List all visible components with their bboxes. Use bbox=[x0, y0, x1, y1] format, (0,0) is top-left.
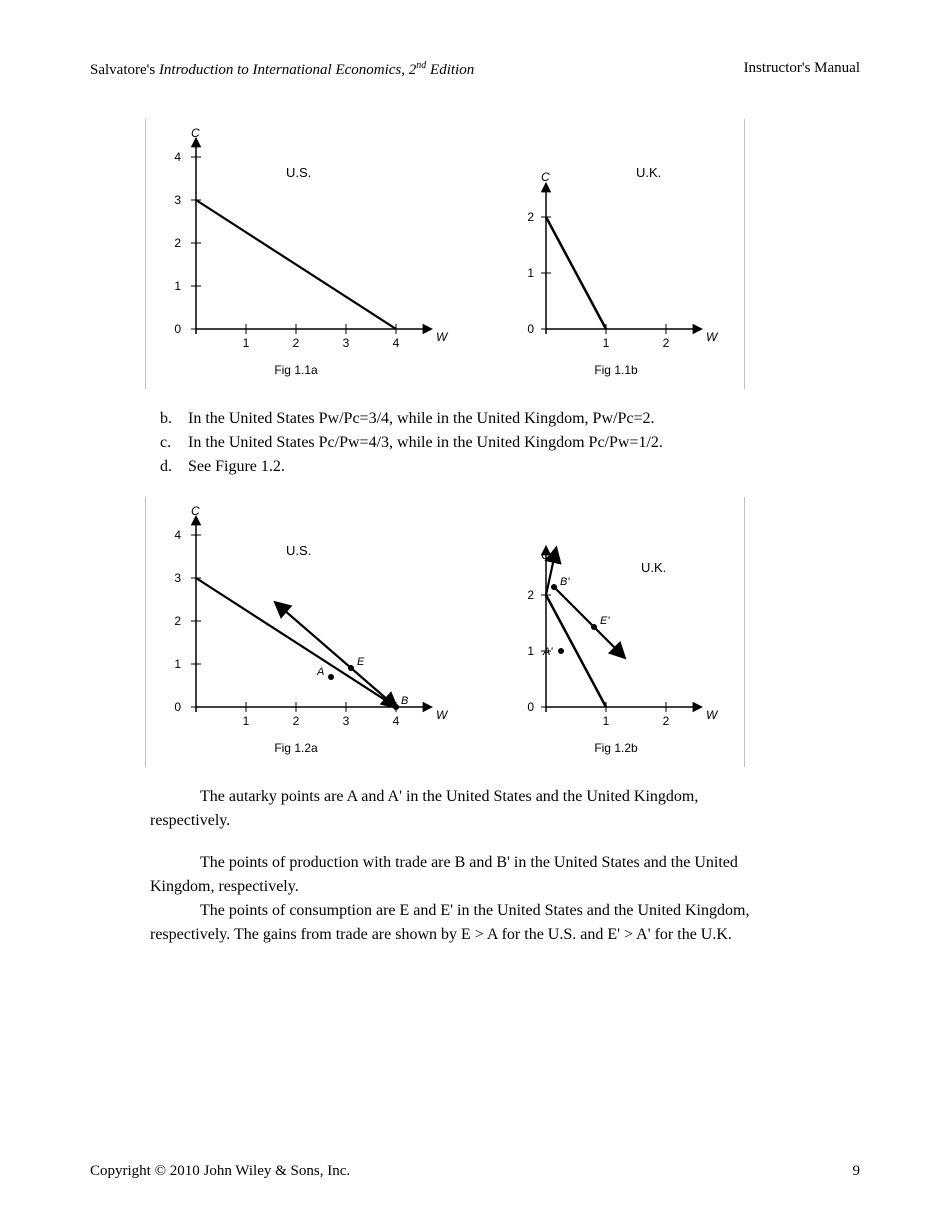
fig2a-caption: Fig 1.2a bbox=[274, 741, 318, 755]
paragraph-2-line2: Kingdom, respectively. bbox=[150, 875, 860, 899]
svg-text:W: W bbox=[706, 708, 719, 722]
answer-list: b. In the United States Pw/Pc=3/4, while… bbox=[160, 407, 860, 479]
svg-text:B': B' bbox=[560, 576, 570, 588]
paragraph-1-line2: respectively. bbox=[150, 809, 860, 833]
svg-text:2: 2 bbox=[293, 336, 300, 350]
fig1a-title: U.S. bbox=[286, 165, 311, 180]
list-text-b: In the United States Pw/Pc=3/4, while in… bbox=[188, 407, 654, 431]
svg-text:1: 1 bbox=[603, 336, 610, 350]
paragraph-3-line1: The points of consumption are E and E' i… bbox=[150, 899, 860, 923]
svg-text:W: W bbox=[436, 330, 449, 344]
fig1b-caption: Fig 1.1b bbox=[594, 363, 638, 377]
svg-text:2: 2 bbox=[663, 336, 670, 350]
footer-page-number: 9 bbox=[853, 1163, 861, 1180]
svg-text:2: 2 bbox=[174, 236, 181, 250]
list-item-b: b. In the United States Pw/Pc=3/4, while… bbox=[160, 407, 860, 431]
header-title-tail: Edition bbox=[426, 62, 474, 78]
list-letter-c: c. bbox=[160, 431, 188, 455]
svg-text:2: 2 bbox=[527, 210, 534, 224]
svg-text:A': A' bbox=[542, 646, 553, 658]
footer-copyright: Copyright © 2010 John Wiley & Sons, Inc. bbox=[90, 1163, 350, 1180]
svg-text:E': E' bbox=[600, 615, 610, 627]
fig1b-title: U.K. bbox=[636, 165, 661, 180]
page-footer: Copyright © 2010 John Wiley & Sons, Inc.… bbox=[90, 1163, 860, 1180]
svg-text:1: 1 bbox=[527, 644, 534, 658]
paragraph-3-line2: respectively. The gains from trade are s… bbox=[150, 923, 860, 947]
list-item-d: d. See Figure 1.2. bbox=[160, 455, 860, 479]
svg-text:3: 3 bbox=[343, 336, 350, 350]
header-title-sup: nd bbox=[416, 60, 426, 71]
header-title-italic: Introduction to International Economics,… bbox=[159, 62, 416, 78]
figure-1-svg: 0 1 2 3 4 1 2 3 4 C W U bbox=[146, 119, 746, 389]
svg-text:1: 1 bbox=[603, 714, 610, 728]
document-page: Salvatore's Introduction to Internationa… bbox=[0, 0, 950, 1230]
svg-text:0: 0 bbox=[174, 322, 181, 336]
svg-text:C: C bbox=[191, 504, 200, 518]
svg-text:4: 4 bbox=[174, 150, 181, 164]
svg-text:3: 3 bbox=[174, 193, 181, 207]
header-author: Salvatore's bbox=[90, 62, 159, 78]
list-text-d: See Figure 1.2. bbox=[188, 455, 285, 479]
page-header: Salvatore's Introduction to Internationa… bbox=[90, 60, 860, 79]
svg-text:0: 0 bbox=[174, 700, 181, 714]
svg-text:0: 0 bbox=[527, 700, 534, 714]
list-item-c: c. In the United States Pc/Pw=4/3, while… bbox=[160, 431, 860, 455]
svg-text:1: 1 bbox=[527, 266, 534, 280]
svg-text:2: 2 bbox=[527, 588, 534, 602]
svg-text:0: 0 bbox=[527, 322, 534, 336]
svg-text:3: 3 bbox=[174, 571, 181, 585]
svg-text:2: 2 bbox=[293, 714, 300, 728]
svg-text:A: A bbox=[316, 666, 324, 678]
svg-text:1: 1 bbox=[174, 657, 181, 671]
fig2b-title: U.K. bbox=[641, 560, 666, 575]
paragraph-2-line1: The points of production with trade are … bbox=[150, 851, 860, 875]
svg-text:4: 4 bbox=[393, 714, 400, 728]
svg-text:3: 3 bbox=[343, 714, 350, 728]
fig1a-caption: Fig 1.1a bbox=[274, 363, 318, 377]
svg-text:4: 4 bbox=[174, 528, 181, 542]
header-right: Instructor's Manual bbox=[744, 60, 860, 79]
svg-text:4: 4 bbox=[393, 336, 400, 350]
svg-text:C: C bbox=[541, 170, 550, 184]
svg-text:1: 1 bbox=[243, 336, 250, 350]
svg-text:2: 2 bbox=[174, 614, 181, 628]
fig2a-title: U.S. bbox=[286, 543, 311, 558]
svg-text:B: B bbox=[401, 695, 408, 707]
svg-text:C: C bbox=[191, 126, 200, 140]
list-text-c: In the United States Pc/Pw=4/3, while in… bbox=[188, 431, 663, 455]
svg-text:1: 1 bbox=[243, 714, 250, 728]
svg-text:W: W bbox=[436, 708, 449, 722]
svg-text:C: C bbox=[541, 548, 550, 562]
header-left: Salvatore's Introduction to Internationa… bbox=[90, 60, 474, 79]
fig2b-caption: Fig 1.2b bbox=[594, 741, 638, 755]
figure-2-svg: 0 1 2 3 4 1 2 3 4 C W U.S. Fig 1.2a bbox=[146, 497, 746, 767]
svg-text:E: E bbox=[357, 656, 365, 668]
svg-text:2: 2 bbox=[663, 714, 670, 728]
list-letter-b: b. bbox=[160, 407, 188, 431]
svg-text:1: 1 bbox=[174, 279, 181, 293]
list-letter-d: d. bbox=[160, 455, 188, 479]
figure-1: 0 1 2 3 4 1 2 3 4 C W U bbox=[145, 119, 745, 389]
figure-2: 0 1 2 3 4 1 2 3 4 C W U.S. Fig 1.2a bbox=[145, 497, 745, 767]
paragraph-1-line1: The autarky points are A and A' in the U… bbox=[150, 785, 860, 809]
svg-text:W: W bbox=[706, 330, 719, 344]
